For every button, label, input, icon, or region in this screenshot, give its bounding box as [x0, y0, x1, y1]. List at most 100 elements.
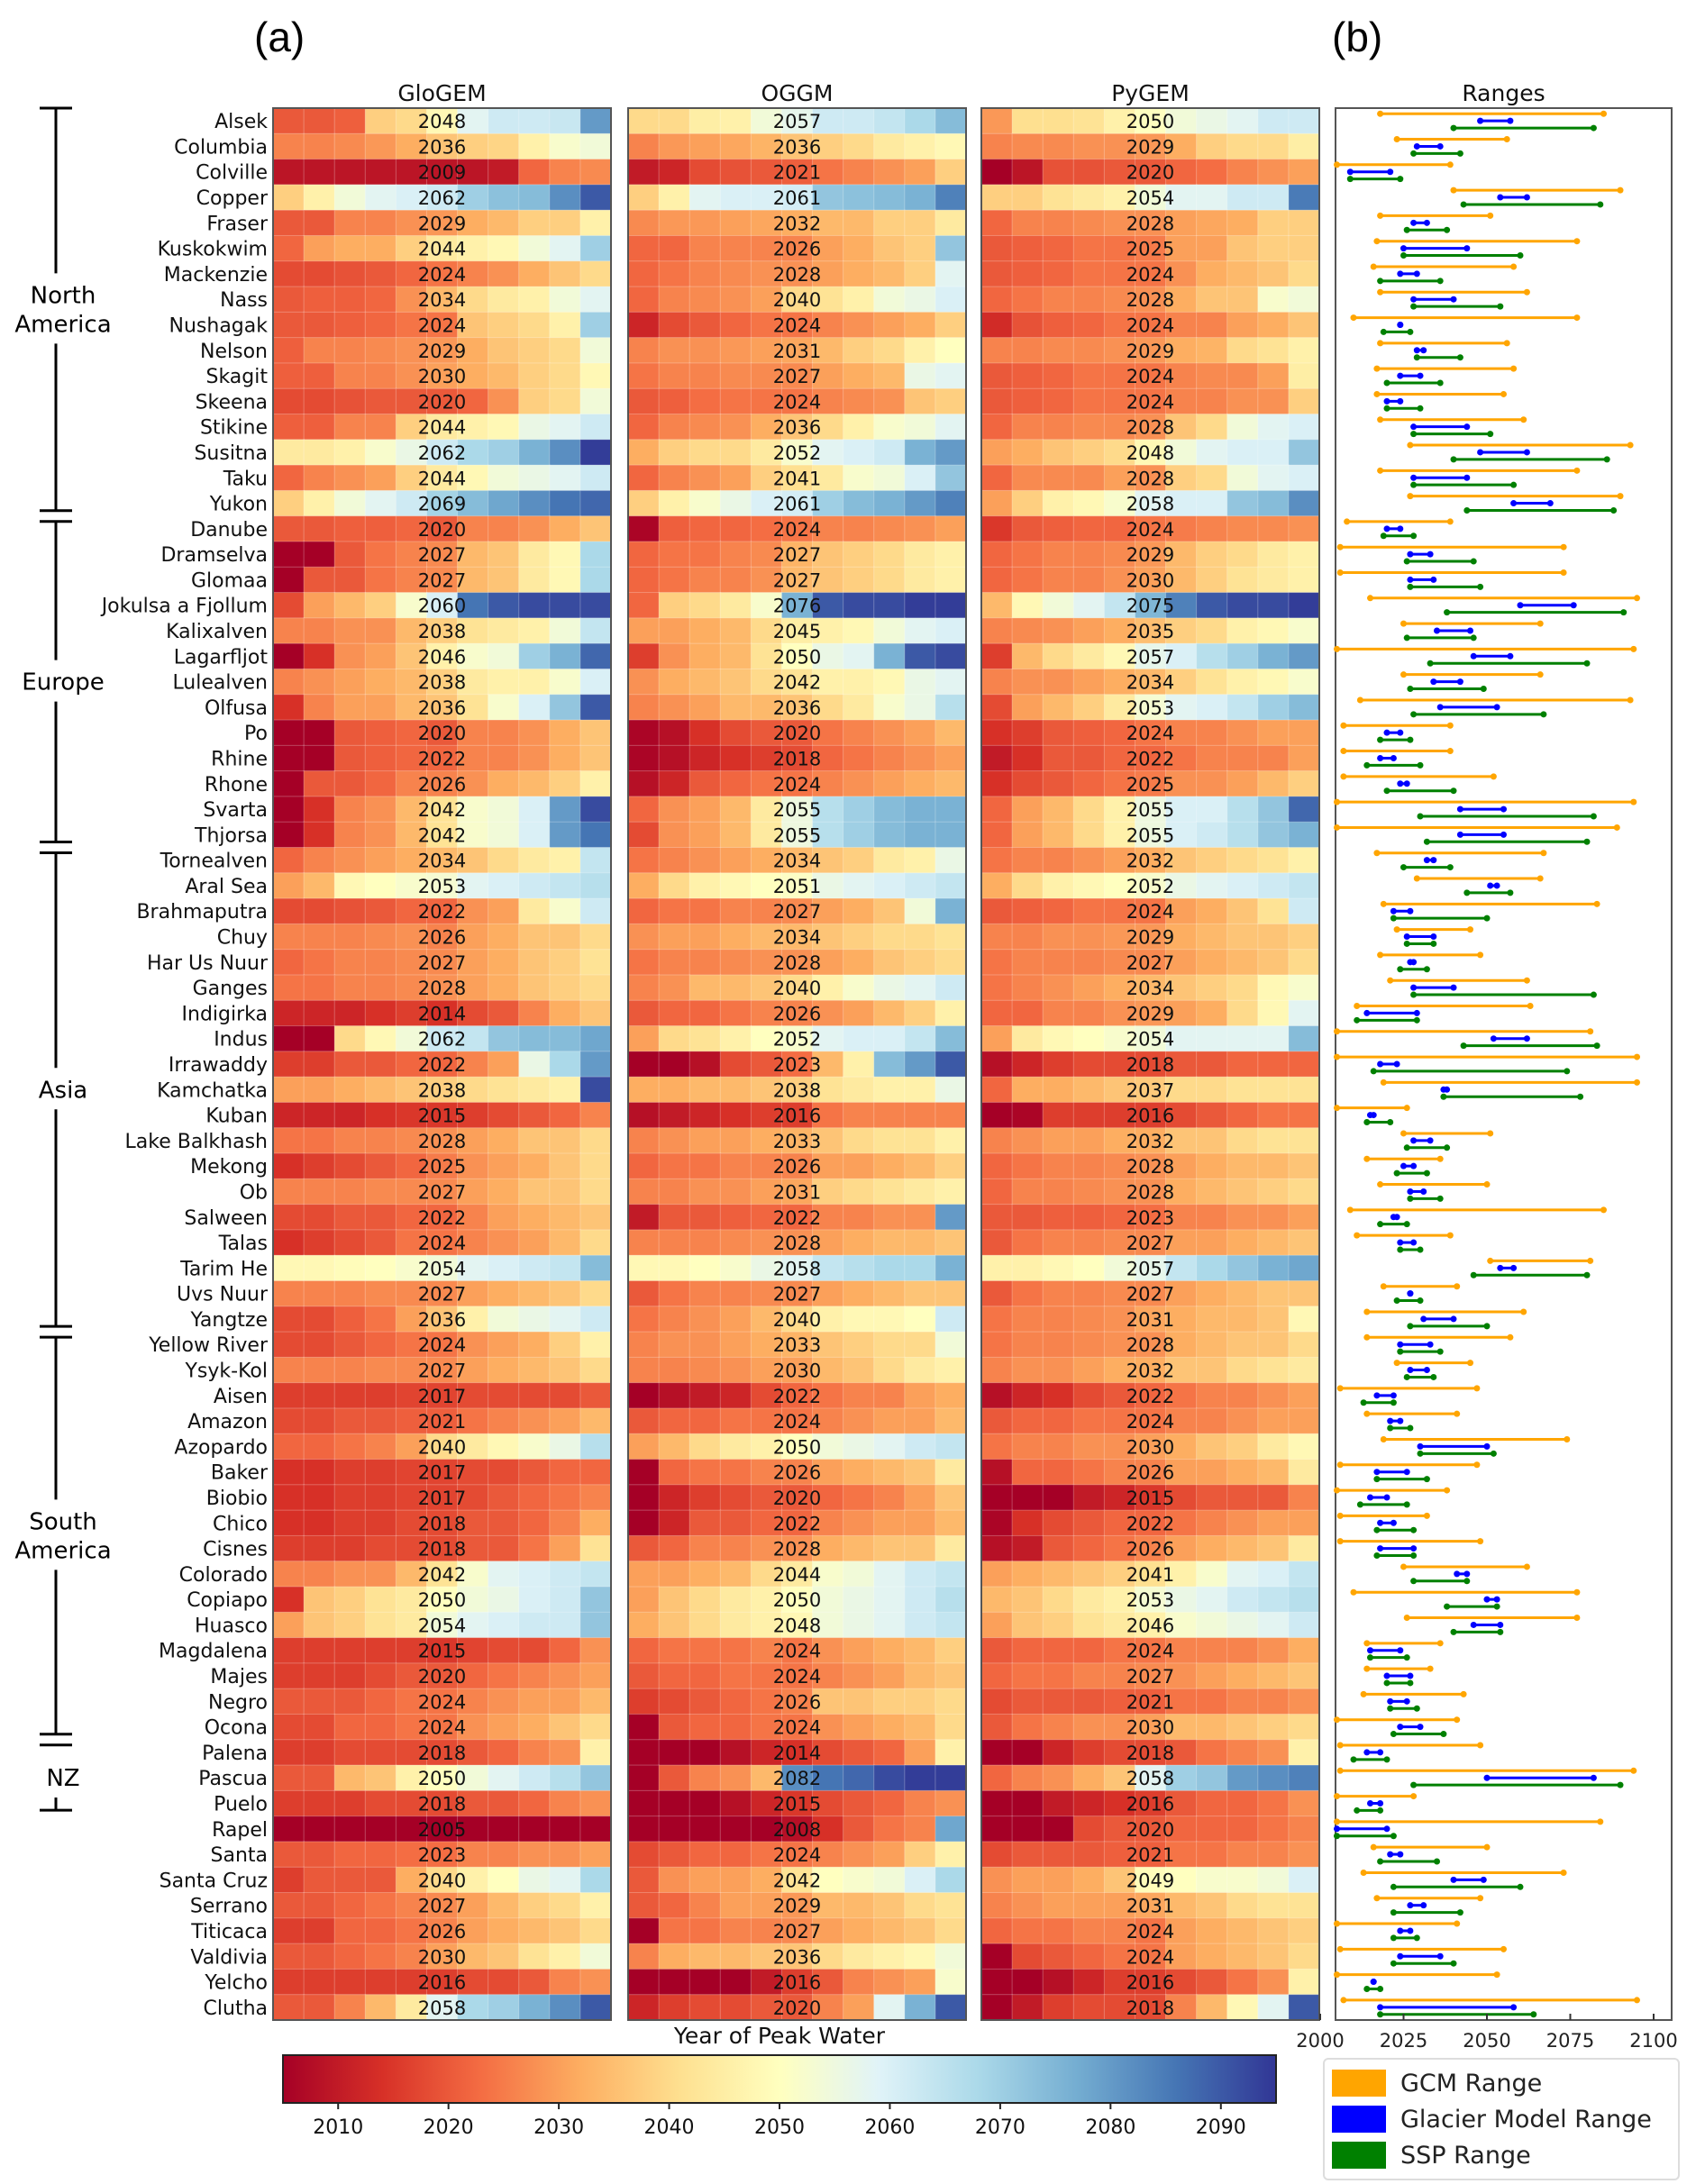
heatmap-cell	[843, 592, 875, 619]
heatmap-cell	[579, 1764, 613, 1792]
ssp-range-end-marker	[1410, 532, 1418, 540]
heatmap-cell	[843, 1815, 875, 1843]
median-label: 2062	[418, 442, 466, 464]
heatmap-cell	[627, 464, 661, 492]
median-label: 2025	[418, 1156, 466, 1178]
heatmap-cell	[688, 1611, 722, 1639]
heatmap-cell	[904, 1025, 936, 1052]
median-label: 2020	[773, 1488, 821, 1509]
basin-label: Lake Balkhash	[125, 1131, 268, 1153]
basin-label: Pascua	[198, 1768, 268, 1790]
heatmap-cell	[1011, 1764, 1044, 1792]
median-label: 2024	[418, 1233, 466, 1254]
heatmap-cell	[1196, 1662, 1228, 1690]
glacier-model-range-end-marker	[1413, 270, 1420, 278]
median-label: 2042	[773, 1870, 821, 1891]
heatmap-cell	[488, 1637, 520, 1664]
heatmap-cell	[980, 642, 1014, 670]
heatmap-cell	[1103, 387, 1136, 415]
gcm-range-start-marker	[1334, 1716, 1340, 1724]
gcm-range-end-marker	[1613, 824, 1620, 831]
heatmap-cell	[1072, 1994, 1106, 2022]
ssp-range-end-marker	[1490, 1450, 1497, 1457]
heatmap-cell	[719, 414, 752, 441]
median-label: 2055	[1126, 824, 1174, 846]
heatmap-cell	[1288, 1433, 1320, 1461]
heatmap-cell	[579, 286, 613, 314]
glacier-model-range-start-marker	[1377, 1060, 1384, 1068]
median-label: 2042	[418, 1564, 466, 1586]
basin-label: Rhone	[205, 774, 268, 796]
heatmap-cell	[1103, 1306, 1136, 1333]
heatmap-cell	[1072, 515, 1106, 542]
median-label: 2018	[418, 1513, 466, 1534]
heatmap-cell	[935, 1407, 967, 1435]
median-label: 2028	[1126, 289, 1174, 311]
heatmap-cell	[980, 617, 1014, 645]
heatmap-cell	[364, 515, 397, 542]
median-label: 2028	[418, 1131, 466, 1152]
basin-label: Talas	[218, 1233, 268, 1255]
heatmap-cell	[1257, 1051, 1290, 1078]
heatmap-cell	[935, 999, 967, 1027]
glacier-model-range-end-marker	[1463, 423, 1471, 431]
heatmap-cell	[1196, 1994, 1228, 2022]
heatmap-cell	[1011, 1509, 1044, 1537]
heatmap-cell	[1196, 974, 1228, 1002]
heatmap-cell	[1042, 1943, 1075, 1970]
heatmap-cell	[780, 515, 814, 542]
heatmap-cell	[780, 286, 814, 314]
heatmap-cell	[1042, 821, 1075, 849]
gcm-range-end-marker	[1503, 136, 1510, 143]
heatmap-cell	[1196, 1841, 1228, 1869]
region-label: Asia	[39, 1077, 88, 1104]
basin-label: Susitna	[194, 442, 268, 465]
heatmap-cell	[1165, 1204, 1198, 1231]
heatmap-cell	[873, 132, 906, 160]
heatmap-cell	[303, 1279, 336, 1307]
heatmap-cell	[1134, 1204, 1167, 1231]
glacier-model-range-start-marker	[1367, 1800, 1373, 1807]
heatmap-cell	[518, 541, 551, 569]
median-label: 2036	[773, 1946, 821, 1968]
heatmap-cell	[1165, 464, 1198, 492]
heatmap-cell	[1165, 1178, 1198, 1206]
heatmap-cell	[980, 1968, 1014, 1996]
heatmap-cell	[518, 1611, 551, 1639]
heatmap-cell	[1042, 1306, 1075, 1333]
heatmap-cell	[333, 1611, 367, 1639]
heatmap-cell	[1196, 1076, 1228, 1104]
heatmap-cell	[1226, 1534, 1259, 1562]
basin-label: Danube	[190, 519, 268, 541]
heatmap-cell	[873, 770, 906, 797]
glacier-model-range-start-marker	[1387, 1417, 1394, 1424]
heatmap-cell	[1196, 1688, 1228, 1715]
ssp-range-end-marker	[1477, 583, 1484, 590]
median-label: 2027	[773, 569, 821, 591]
heatmap-cell	[333, 897, 367, 925]
heatmap-cell	[518, 668, 551, 696]
glacier-model-range-start-marker	[1383, 525, 1390, 532]
heatmap-cell	[1072, 1407, 1106, 1435]
heatmap-cell	[333, 1204, 367, 1231]
heatmap-cell	[1257, 439, 1290, 467]
region-label: NZ	[46, 1765, 79, 1792]
heatmap-cell	[658, 999, 691, 1027]
heatmap-cell	[488, 694, 520, 722]
median-label: 2020	[1126, 162, 1174, 184]
legend-swatch-gcm	[1332, 2070, 1386, 2097]
heatmap-cell	[303, 515, 336, 542]
gcm-range-end-marker	[1436, 1155, 1444, 1162]
ssp-range-start-marker	[1470, 1271, 1477, 1279]
heatmap-cell	[1257, 234, 1290, 262]
heatmap-cell	[395, 184, 428, 212]
heatmap-cell	[627, 1459, 661, 1486]
heatmap-cell	[549, 1892, 581, 1919]
glacier-model-range-end-marker	[1407, 907, 1414, 915]
heatmap-cell	[364, 107, 397, 135]
gcm-range-start-marker	[1380, 900, 1387, 907]
heatmap-cell	[1072, 617, 1106, 645]
heatmap-cell	[518, 1204, 551, 1231]
gcm-range-end-marker	[1510, 365, 1518, 372]
heatmap-cell	[980, 1815, 1014, 1843]
